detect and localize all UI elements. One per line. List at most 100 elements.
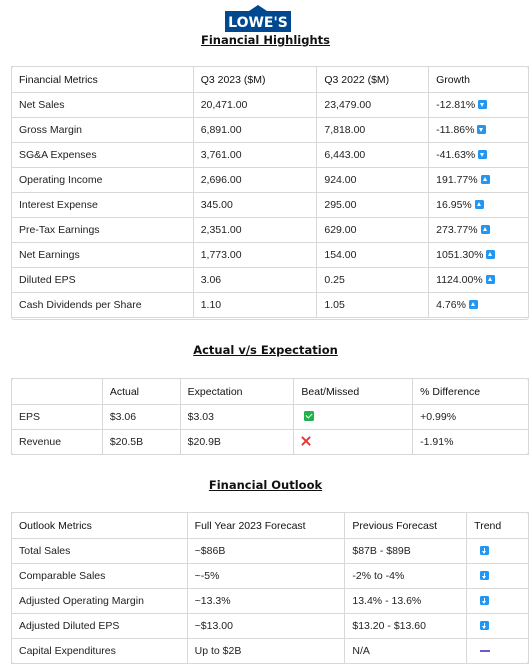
q3-2022-cell: 6,443.00 [316, 142, 430, 168]
growth-value: 16.95% [436, 199, 472, 211]
metric-cell: Net Earnings [11, 242, 194, 268]
table-row: Adjusted Diluted EPS ~$13.00 $13.20 - $13.… [11, 613, 529, 639]
growth-cell: 273.77% [428, 217, 529, 243]
q3-2023-cell: 1.10 [192, 292, 318, 318]
cross-icon [301, 436, 311, 446]
metric-cell: Net Sales [11, 92, 194, 118]
previous-forecast-cell: 13.4% - 13.6% [344, 588, 468, 614]
expectation-cell: $3.03 [179, 404, 295, 430]
col-header-q3-2023: Q3 2023 ($M) [192, 66, 318, 93]
down-arrow-icon [480, 571, 490, 580]
table-row: Net Earnings 1,773.00 154.00 1051.30% [11, 242, 529, 268]
up-triangle-icon [485, 275, 495, 284]
check-icon [304, 411, 315, 421]
growth-cell: 4.76% [428, 292, 529, 318]
table-row: Revenue $20.5B $20.9B -1.91% [11, 429, 529, 455]
trend-cell [466, 538, 529, 564]
col-header-expectation: Expectation [179, 378, 295, 405]
table-row: Gross Margin 6,891.00 7,818.00 -11.86% [11, 117, 529, 143]
q3-2023-cell: 3,761.00 [192, 142, 318, 168]
growth-value: -11.86% [436, 124, 475, 136]
growth-value: 191.77% [436, 174, 478, 186]
forecast-cell: ~$86B [186, 538, 346, 564]
forecast-cell: ~$13.00 [186, 613, 346, 639]
growth-value: -41.63% [436, 149, 476, 161]
outlook-metric-cell: Comparable Sales [11, 563, 188, 589]
up-triangle-icon [468, 300, 478, 309]
outlook-table: Outlook Metrics Full Year 2023 Forecast … [11, 512, 529, 664]
down-arrow-icon [480, 596, 490, 605]
metric-cell: SG&A Expenses [11, 142, 194, 168]
col-header-beat-missed: Beat/Missed [293, 378, 414, 405]
q3-2022-cell: 924.00 [316, 167, 430, 193]
col-header-blank [11, 378, 103, 405]
col-header-trend: Trend [466, 512, 529, 539]
actual-cell: $3.06 [101, 404, 181, 430]
table-row: Comparable Sales ~-5% -2% to -4% [11, 563, 529, 589]
metric-cell: Gross Margin [11, 117, 194, 143]
growth-cell: 16.95% [428, 192, 529, 218]
q3-2023-cell: 3.06 [192, 267, 318, 293]
metric-cell: Interest Expense [11, 192, 194, 218]
lowes-logo: LOWE'S [225, 5, 291, 32]
previous-forecast-cell: $87B - $89B [344, 538, 468, 564]
q3-2023-cell: 2,696.00 [192, 167, 318, 193]
table-row: Pre-Tax Earnings 2,351.00 629.00 273.77% [11, 217, 529, 243]
growth-cell: 1124.00% [428, 267, 529, 293]
growth-value: 273.77% [436, 224, 478, 236]
table-row: SG&A Expenses 3,761.00 6,443.00 -41.63% [11, 142, 529, 168]
outlook-metric-cell: Adjusted Diluted EPS [11, 613, 188, 639]
logo-text: LOWE'S [228, 15, 288, 31]
down-triangle-icon [478, 100, 488, 109]
table-row: Cash Dividends per Share 1.10 1.05 4.76% [11, 292, 529, 318]
growth-cell: -12.81% [428, 92, 529, 118]
down-triangle-icon [478, 150, 488, 159]
flat-dash-icon [480, 649, 491, 652]
q3-2023-cell: 2,351.00 [192, 217, 318, 243]
forecast-cell: ~13.3% [186, 588, 346, 614]
q3-2023-cell: 1,773.00 [192, 242, 318, 268]
difference-cell: +0.99% [412, 404, 529, 430]
up-triangle-icon [480, 225, 490, 234]
highlights-table: Financial Metrics Q3 2023 ($M) Q3 2022 (… [11, 66, 529, 318]
expectation-cell: $20.9B [179, 429, 295, 455]
q3-2022-cell: 629.00 [316, 217, 430, 243]
outlook-metric-cell: Total Sales [11, 538, 188, 564]
table-row: Capital Expenditures Up to $2B N/A [11, 638, 529, 664]
previous-forecast-cell: -2% to -4% [344, 563, 468, 589]
actual-cell: $20.5B [101, 429, 181, 455]
label-cell: Revenue [11, 429, 103, 455]
metric-cell: Diluted EPS [11, 267, 194, 293]
table-row: EPS $3.06 $3.03 +0.99% [11, 404, 529, 430]
difference-cell: -1.91% [412, 429, 529, 455]
highlights-title: Financial Highlights [200, 33, 331, 47]
outlook-title: Financial Outlook [208, 478, 323, 492]
outlook-header-row: Outlook Metrics Full Year 2023 Forecast … [11, 512, 529, 539]
up-triangle-icon [486, 250, 496, 259]
col-header-previous-forecast: Previous Forecast [344, 512, 468, 539]
forecast-cell: ~-5% [186, 563, 346, 589]
beat-missed-cell [293, 429, 414, 455]
q3-2022-cell: 23,479.00 [316, 92, 430, 118]
q3-2022-cell: 0.25 [316, 267, 430, 293]
col-header-difference: % Difference [412, 378, 529, 405]
growth-cell: 191.77% [428, 167, 529, 193]
up-triangle-icon [474, 200, 484, 209]
metric-cell: Operating Income [11, 167, 194, 193]
q3-2022-cell: 154.00 [316, 242, 430, 268]
table-row: Operating Income 2,696.00 924.00 191.77% [11, 167, 529, 193]
highlights-header-row: Financial Metrics Q3 2023 ($M) Q3 2022 (… [11, 66, 529, 93]
down-arrow-icon [480, 621, 490, 630]
q3-2022-cell: 7,818.00 [316, 117, 430, 143]
previous-forecast-cell: $13.20 - $13.60 [344, 613, 468, 639]
beat-missed-cell [293, 404, 414, 430]
col-header-full-year-forecast: Full Year 2023 Forecast [186, 512, 346, 539]
outlook-metric-cell: Capital Expenditures [11, 638, 188, 664]
down-arrow-icon [480, 546, 490, 555]
col-header-growth: Growth [428, 66, 529, 93]
q3-2023-cell: 20,471.00 [192, 92, 318, 118]
growth-cell: -41.63% [428, 142, 529, 168]
outlook-metric-cell: Adjusted Operating Margin [11, 588, 188, 614]
growth-value: 1124.00% [436, 274, 483, 286]
table-row: Diluted EPS 3.06 0.25 1124.00% [11, 267, 529, 293]
